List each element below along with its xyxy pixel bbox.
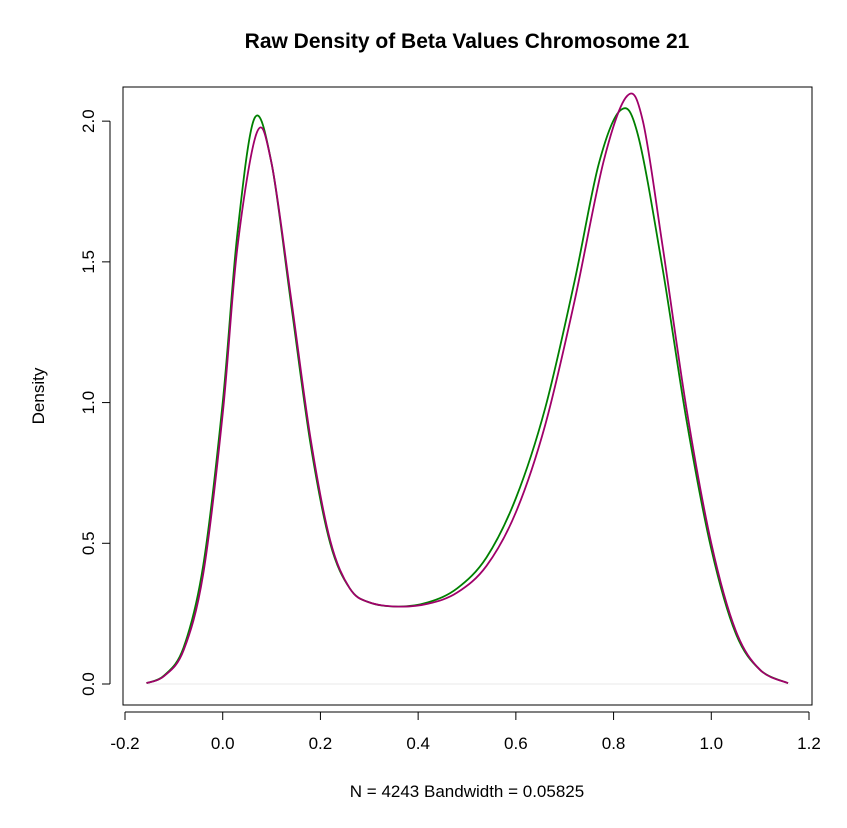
x-tick-label: 0.4: [406, 734, 430, 753]
y-tick-label: 1.0: [79, 391, 98, 415]
x-axis-label: N = 4243 Bandwidth = 0.05825: [350, 782, 584, 801]
y-axis-label: Density: [29, 367, 48, 424]
x-tick-label: 1.0: [699, 734, 723, 753]
x-tick-label: 0.8: [602, 734, 626, 753]
y-tick-label: 1.5: [79, 250, 98, 274]
x-tick-label: 1.2: [797, 734, 821, 753]
x-tick-label: 0.6: [504, 734, 528, 753]
density-series-line-2: [146, 92, 789, 685]
x-tick-label: 0.0: [211, 734, 235, 753]
y-tick-label: 2.0: [79, 109, 98, 133]
x-tick-label: -0.2: [110, 734, 139, 753]
y-axis: 0.0 0.5 1.0 1.5 2.0: [79, 109, 111, 696]
x-axis: -0.2 0.0 0.2 0.4 0.6 0.8 1.0 1.2: [110, 711, 821, 753]
density-series-line-1: [146, 107, 789, 685]
chart-title: Raw Density of Beta Values Chromosome 21: [245, 30, 690, 53]
series-layer: [146, 92, 789, 685]
plot-frame: [122, 86, 813, 706]
x-tick-label: 0.2: [309, 734, 333, 753]
y-tick-label: 0.0: [79, 672, 98, 696]
y-tick-label: 0.5: [79, 531, 98, 555]
